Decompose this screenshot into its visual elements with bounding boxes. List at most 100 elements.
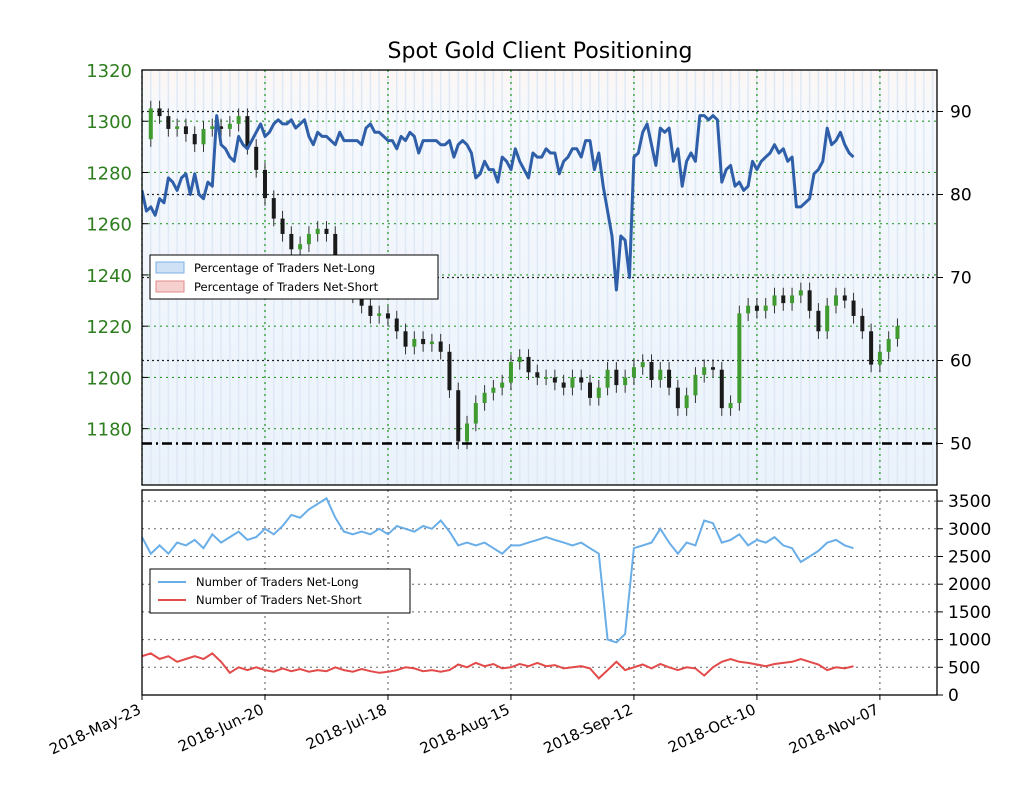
candle-body xyxy=(869,331,874,365)
percent-tick-label: 80 xyxy=(950,186,972,206)
price-axis: 1180 1200 1220 1240 1260 1280 1300 1320 xyxy=(86,61,148,441)
candle-body xyxy=(649,362,654,380)
candle-body xyxy=(781,295,786,304)
legend-label-traders-net-short: Number of Traders Net-Short xyxy=(196,593,362,607)
net-long-percentage-line xyxy=(142,114,855,292)
candle-body xyxy=(798,290,803,296)
candle-body xyxy=(491,387,496,393)
candle-body xyxy=(157,108,162,117)
candle-body xyxy=(754,305,759,311)
count-tick-label: 1000 xyxy=(948,631,991,651)
candle-body xyxy=(833,295,838,306)
candle-body xyxy=(148,108,153,140)
candle-body xyxy=(280,218,285,234)
candle-body xyxy=(210,126,215,129)
candle-body xyxy=(377,313,382,316)
price-tick-label: 1280 xyxy=(86,163,132,184)
candle-body xyxy=(702,367,707,375)
candle-body xyxy=(746,305,751,314)
candle-body xyxy=(658,369,663,380)
candle-body xyxy=(394,318,399,332)
candle-body xyxy=(790,295,795,304)
percent-axis: 50 60 70 80 90 xyxy=(937,103,972,455)
candle-body xyxy=(315,228,320,234)
percent-tick-label: 90 xyxy=(950,103,972,123)
legend-label-net-short: Percentage of Traders Net-Short xyxy=(194,280,379,294)
count-tick-label: 2500 xyxy=(948,547,991,567)
candle-body xyxy=(842,295,847,301)
price-candles xyxy=(148,100,900,450)
candle-body xyxy=(561,382,566,388)
candle-body xyxy=(825,305,830,332)
candle-body xyxy=(895,326,900,339)
candle-body xyxy=(324,228,329,234)
date-tick-label: 2018-Nov-07 xyxy=(786,700,881,757)
trader-count-axis: 0 500 1000 1500 2000 2500 3000 3500 xyxy=(937,492,991,706)
candle-body xyxy=(807,290,812,311)
candle-body xyxy=(526,356,531,373)
candle-body xyxy=(465,423,470,442)
legend-label-net-long: Percentage of Traders Net-Long xyxy=(194,261,375,275)
candle-body xyxy=(816,310,821,332)
candle-body xyxy=(552,377,557,383)
candle-body xyxy=(877,351,882,365)
candle-body xyxy=(385,313,390,319)
candle-body xyxy=(772,295,777,306)
bottom-legend: Number of Traders Net-Long Number of Tra… xyxy=(149,568,411,614)
candle-body xyxy=(219,126,224,129)
count-tick-label: 2000 xyxy=(948,575,991,595)
candle-body xyxy=(535,372,540,378)
traders-net-long-series xyxy=(142,496,854,644)
candle-body xyxy=(403,331,408,347)
candle-body xyxy=(359,295,364,306)
candle-body xyxy=(262,169,267,199)
date-tick-label: 2018-Jul-18 xyxy=(303,700,389,753)
candle-body xyxy=(183,126,188,135)
candle-body xyxy=(368,305,373,316)
candle-body xyxy=(473,403,478,424)
candle-body xyxy=(306,233,311,245)
candle-body xyxy=(298,244,303,250)
candle-body xyxy=(192,134,197,145)
date-tick-label: 2018-May-23 xyxy=(47,700,144,758)
candle-body xyxy=(570,377,575,388)
candle-body xyxy=(728,403,733,409)
count-tick-label: 500 xyxy=(948,658,980,678)
candle-body xyxy=(412,338,417,347)
candle-body xyxy=(860,315,865,332)
date-tick-label: 2018-Oct-10 xyxy=(665,700,758,756)
candle-body xyxy=(737,313,742,404)
candle-body xyxy=(438,341,443,352)
candle-body xyxy=(596,387,601,398)
legend-label-traders-net-long: Number of Traders Net-Long xyxy=(196,575,359,589)
candle-body xyxy=(667,369,672,388)
candle-body xyxy=(166,116,171,129)
price-tick-label: 1300 xyxy=(86,112,132,133)
candle-body xyxy=(175,126,180,129)
candle-body xyxy=(201,128,206,145)
count-tick-label: 3000 xyxy=(948,520,991,540)
candle-body xyxy=(429,341,434,345)
candle-body xyxy=(719,369,724,409)
candle-body xyxy=(579,377,584,383)
date-tick-label: 2018-Sep-12 xyxy=(541,700,636,757)
count-tick-label: 0 xyxy=(948,686,959,706)
count-tick-label: 3500 xyxy=(948,492,991,512)
price-tick-label: 1200 xyxy=(86,368,132,389)
candle-body xyxy=(333,233,338,268)
traders-net-short-series xyxy=(142,652,854,680)
price-tick-label: 1260 xyxy=(86,215,132,236)
percent-tick-label: 50 xyxy=(950,435,972,455)
date-tick-label: 2018-Jun-20 xyxy=(175,700,266,755)
net-long-percentage-series xyxy=(142,114,855,292)
legend-swatch-net-long xyxy=(155,261,185,274)
trader-count-lines xyxy=(142,496,854,680)
candle-body xyxy=(271,198,276,219)
candle-body xyxy=(289,233,294,250)
date-tick-label: 2018-Aug-15 xyxy=(417,700,513,757)
price-tick-label: 1240 xyxy=(86,266,132,287)
candle-body xyxy=(605,369,610,388)
percent-tick-label: 70 xyxy=(950,269,972,289)
date-axis: 2018-May-23 2018-Jun-20 2018-Jul-18 2018-Au… xyxy=(47,695,882,758)
